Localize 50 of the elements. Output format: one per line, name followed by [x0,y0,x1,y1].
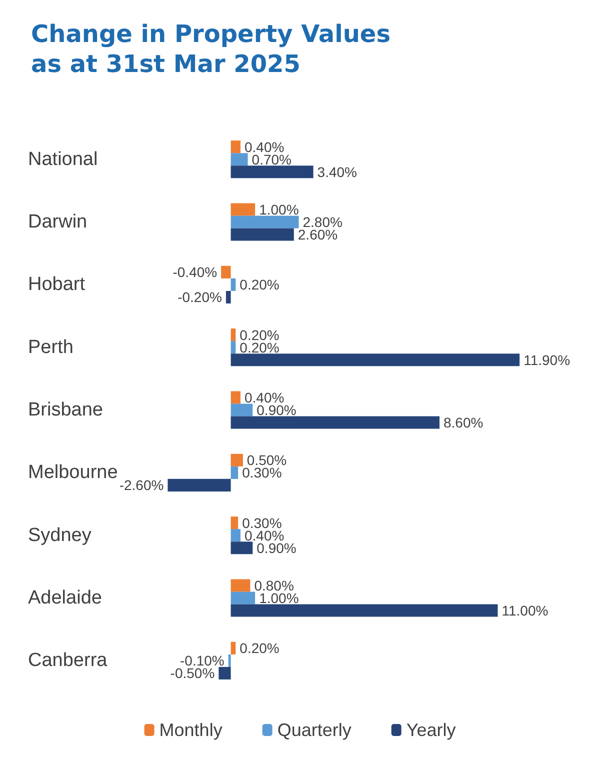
data-label: -0.20% [178,289,222,306]
bar [230,579,250,592]
bar [230,516,238,530]
y-tick-label: Melbourne [28,462,118,484]
chart-title: Change in Property Values as at 31st Mar 2025 [31,20,390,78]
y-tick-label: Hobart [28,274,86,296]
data-label: -2.60% [119,477,164,494]
bar [221,266,231,278]
bar [230,592,256,604]
data-label: 0.20% [240,276,280,293]
legend-label: Quarterly [277,720,352,740]
bar [230,278,236,291]
y-tick-label: Adelaide [28,588,102,608]
bar [230,203,256,216]
data-label: 11.90% [524,352,570,368]
bar [230,604,498,617]
y-tick-label: National [28,148,98,170]
bar [230,328,236,342]
bar [168,478,231,492]
bar [230,228,294,241]
bar [230,466,238,479]
bar [230,642,236,654]
data-label: 11.00% [502,602,548,619]
bar [230,542,253,554]
bar [230,391,241,404]
bar [218,666,231,680]
bar [230,341,236,354]
y-tick-label: Canberra [28,650,108,672]
bar [230,140,241,154]
y-tick-label: Darwin [28,212,88,232]
data-label: -0.40% [172,264,218,280]
bar [230,166,314,178]
bar [230,216,299,228]
bar [228,654,231,667]
legend-label: Yearly [406,720,456,740]
bar [230,153,248,166]
bar [230,454,243,466]
bar [230,404,253,416]
legend-label: Monthly [159,720,222,740]
y-tick-label: Perth [28,336,74,358]
y-tick-label: Sydney [28,524,92,546]
data-label: 0.20% [240,640,280,656]
data-label: 1.00% [259,201,299,218]
y-tick-label: Brisbane [28,400,103,420]
bar [230,416,440,429]
bar [230,354,520,366]
data-label: 8.60% [443,414,484,431]
bar [226,290,231,304]
data-label: 3.40% [317,164,358,180]
bar [230,529,241,542]
